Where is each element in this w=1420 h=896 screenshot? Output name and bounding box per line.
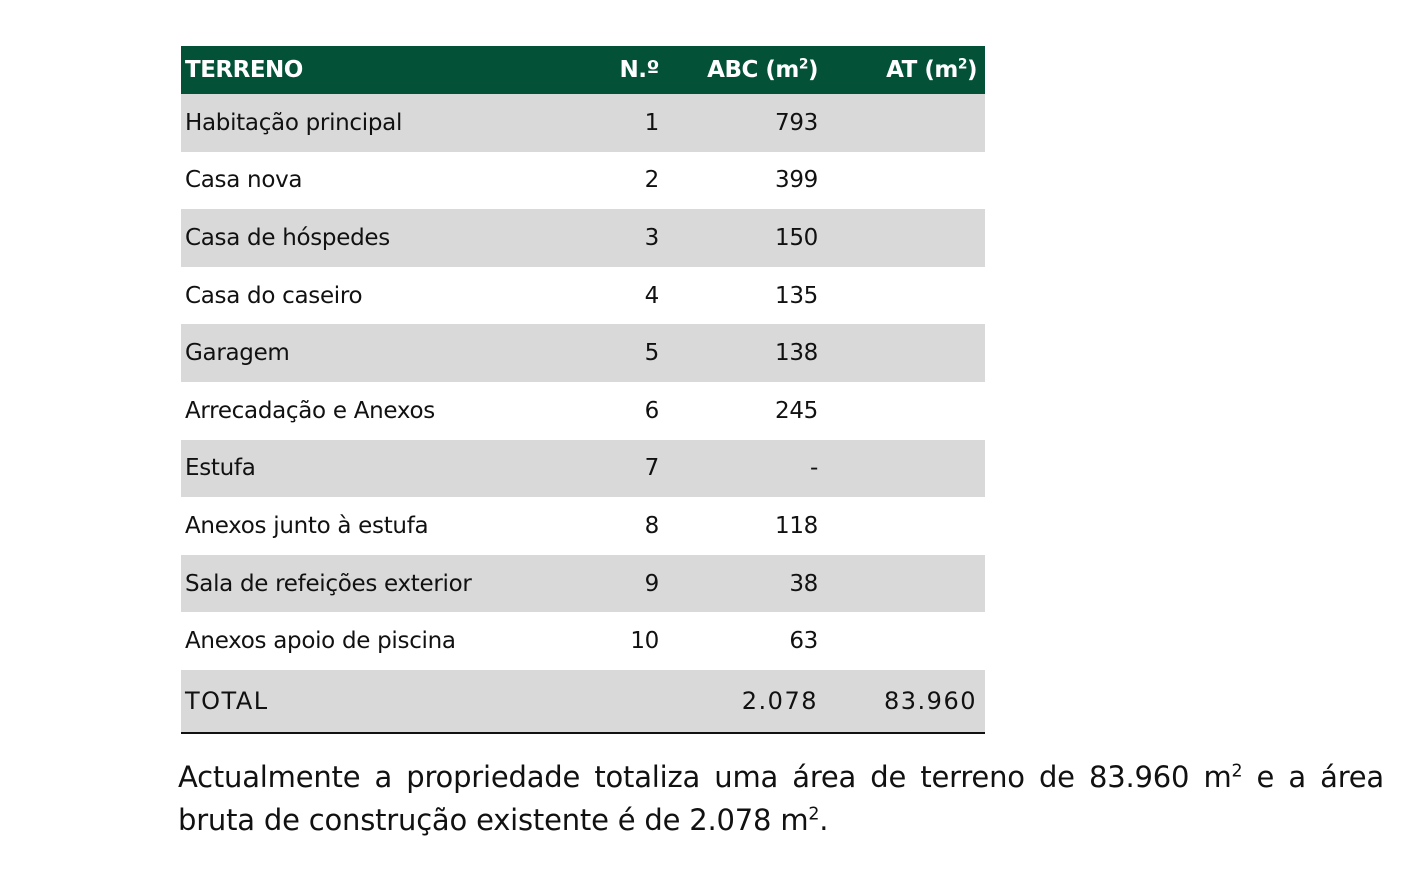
row-abc: 793	[775, 109, 818, 136]
row-name: Casa nova	[185, 167, 303, 194]
row-abc: 38	[789, 570, 818, 597]
row-abc: 150	[775, 224, 818, 251]
row-number: 2	[644, 167, 660, 194]
row-name: Habitação principal	[185, 109, 403, 136]
table-row: Casa de hóspedes 3 150	[181, 209, 985, 267]
row-abc: -	[810, 455, 818, 482]
row-name: Casa do caseiro	[185, 282, 363, 309]
total-label: TOTAL	[185, 686, 269, 715]
summary-paragraph: Actualmente a propriedade totaliza uma á…	[178, 760, 1384, 837]
row-name: Sala de refeições exterior	[185, 570, 472, 597]
row-abc: 118	[775, 512, 818, 539]
row-number: 6	[644, 397, 660, 424]
header-abc: ABC (m2)	[707, 56, 818, 83]
row-number: 7	[644, 455, 660, 482]
row-abc: 399	[775, 167, 818, 194]
row-abc: 138	[775, 340, 818, 367]
header-terreno: TERRENO	[185, 57, 303, 83]
row-name: Anexos apoio de piscina	[185, 628, 456, 655]
table-row: Casa nova 2 399	[181, 152, 985, 210]
row-name: Arrecadação e Anexos	[185, 397, 435, 424]
row-number: 8	[644, 512, 660, 539]
row-number: 1	[644, 109, 660, 136]
row-name: Anexos junto à estufa	[185, 512, 429, 539]
area-table: TERRENO N.º ABC (m2) AT (m2) Habitação p…	[181, 46, 985, 734]
table-row: Estufa 7 -	[181, 439, 985, 498]
table-header: TERRENO N.º ABC (m2) AT (m2)	[181, 46, 985, 94]
row-abc: 135	[775, 282, 818, 309]
row-abc: 245	[775, 397, 818, 424]
table-row: Anexos junto à estufa 8 118	[181, 497, 985, 555]
row-number: 3	[644, 224, 660, 251]
total-at: 83.960	[884, 686, 977, 715]
total-abc: 2.078	[741, 686, 818, 715]
header-at: AT (m2)	[886, 56, 977, 83]
row-name: Estufa	[185, 455, 256, 482]
table-row: Habitação principal 1 793	[181, 94, 985, 152]
row-number: 5	[644, 340, 660, 367]
row-number: 4	[644, 282, 660, 309]
row-number: 9	[644, 570, 660, 597]
row-number: 10	[630, 628, 659, 655]
table-row: Anexos apoio de piscina 10 63	[181, 612, 985, 670]
row-abc: 63	[789, 628, 818, 655]
total-row: TOTAL 2.078 83.960	[181, 669, 985, 734]
row-name: Garagem	[185, 340, 290, 367]
table-row: Casa do caseiro 4 135	[181, 267, 985, 325]
header-number: N.º	[619, 57, 660, 83]
table-row: Sala de refeições exterior 9 38	[181, 554, 985, 613]
table-row: Garagem 5 138	[181, 324, 985, 382]
row-name: Casa de hóspedes	[185, 224, 390, 251]
table-row: Arrecadação e Anexos 6 245	[181, 382, 985, 440]
